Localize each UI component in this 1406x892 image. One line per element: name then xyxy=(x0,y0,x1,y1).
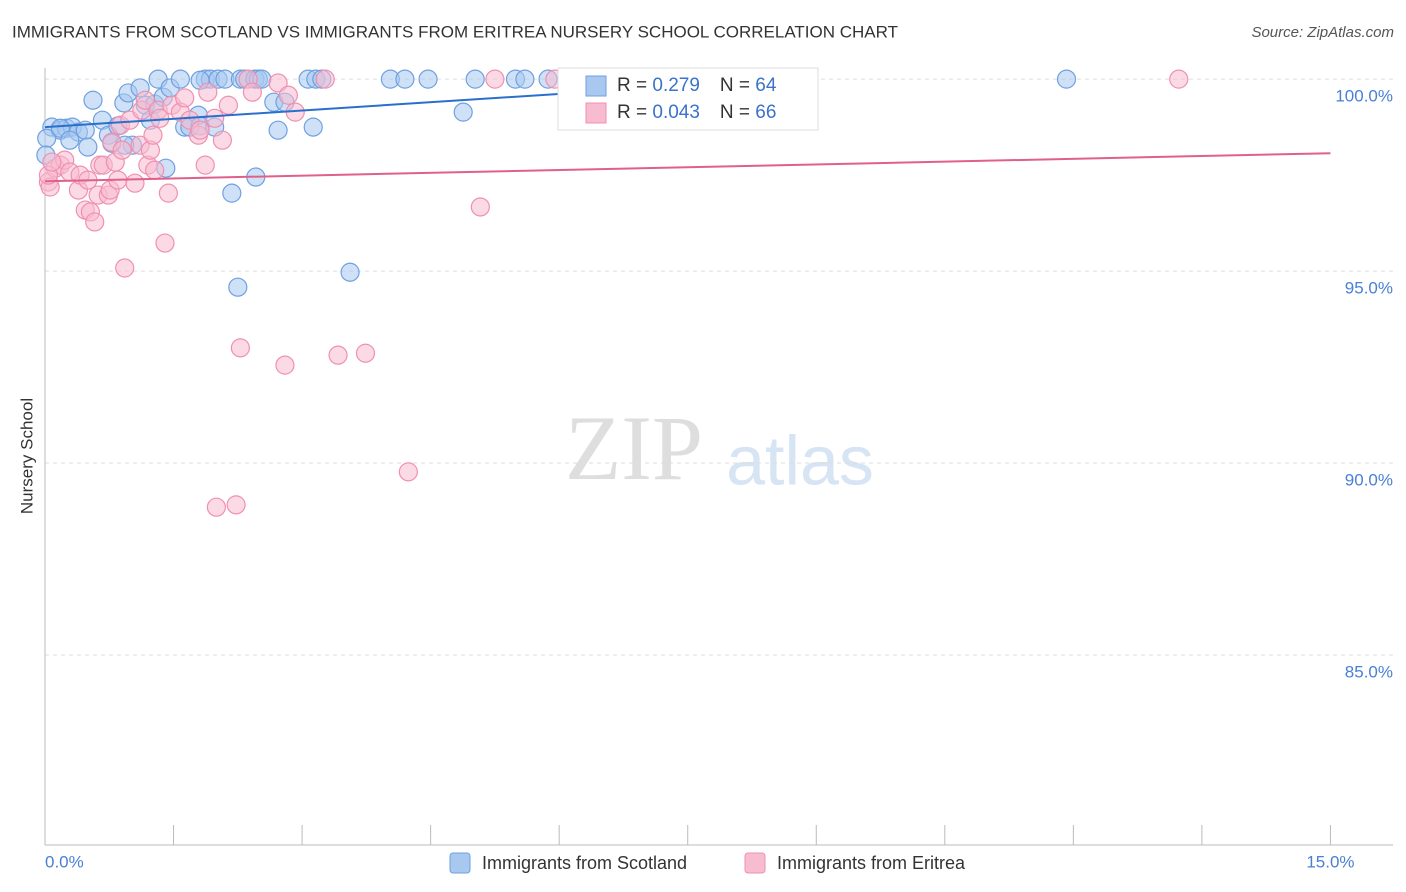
point xyxy=(222,183,242,203)
point xyxy=(340,262,360,282)
point xyxy=(112,140,132,160)
point xyxy=(218,95,238,115)
point xyxy=(205,108,225,128)
point xyxy=(230,338,250,358)
point xyxy=(135,90,155,110)
trend-line xyxy=(44,152,1331,183)
point xyxy=(242,82,262,102)
point xyxy=(1056,69,1077,89)
point xyxy=(228,277,248,297)
point xyxy=(315,69,335,89)
point xyxy=(125,173,145,193)
x-tick-label: 0.0% xyxy=(45,852,84,871)
legend-stats: R = 0.043 N = 66 xyxy=(617,102,776,123)
point xyxy=(275,355,295,375)
n-value: 66 xyxy=(755,102,776,123)
point xyxy=(328,345,348,365)
y-tick-label: 100.0% xyxy=(1335,87,1393,106)
point xyxy=(78,137,98,157)
point xyxy=(465,69,485,89)
r-label: R = xyxy=(617,102,652,123)
point xyxy=(1169,69,1189,89)
point xyxy=(143,125,163,145)
legend-swatch xyxy=(449,852,471,874)
point xyxy=(278,85,298,105)
point xyxy=(355,343,376,363)
point xyxy=(115,258,135,278)
point xyxy=(485,69,505,89)
point xyxy=(470,197,490,217)
n-label: N = xyxy=(720,102,755,123)
legend-label: Immigrants from Eritrea xyxy=(777,853,966,873)
point xyxy=(83,90,103,110)
point xyxy=(398,462,418,482)
point xyxy=(158,183,179,203)
point xyxy=(175,88,195,108)
r-value: 0.279 xyxy=(652,75,700,96)
legend-swatch xyxy=(585,102,607,124)
chart-title: IMMIGRANTS FROM SCOTLAND VS IMMIGRANTS F… xyxy=(12,22,898,41)
r-label: R = xyxy=(617,75,652,96)
point xyxy=(170,69,190,89)
x-tick-label: 15.0% xyxy=(1306,852,1354,871)
point xyxy=(145,160,165,180)
y-tick-label: 85.0% xyxy=(1345,662,1393,681)
legend-swatch xyxy=(744,852,766,874)
watermark: ZIP atlas xyxy=(565,397,874,499)
point xyxy=(395,69,415,89)
point xyxy=(42,152,62,172)
point xyxy=(212,130,232,150)
y-tick-label: 95.0% xyxy=(1345,279,1393,298)
point xyxy=(268,73,288,93)
series-points xyxy=(38,69,1189,517)
point xyxy=(195,155,215,175)
r-value: 0.043 xyxy=(652,102,700,123)
point xyxy=(155,233,175,253)
legend-swatch xyxy=(585,75,607,97)
point xyxy=(303,117,323,137)
point xyxy=(190,120,210,140)
point xyxy=(515,69,535,89)
point xyxy=(60,130,80,150)
point xyxy=(268,120,288,140)
legend-label: Immigrants from Scotland xyxy=(482,853,687,873)
legend-stats: R = 0.279 N = 64 xyxy=(617,75,777,96)
series-points xyxy=(36,69,1077,297)
y-tick-label: 90.0% xyxy=(1345,471,1393,490)
point xyxy=(206,497,226,517)
source: Source: ZipAtlas.com xyxy=(1251,24,1394,41)
watermark-atlas: atlas xyxy=(726,421,874,499)
y-axis-label: Nursery School xyxy=(17,398,36,514)
point xyxy=(418,69,438,89)
point xyxy=(198,82,218,102)
n-label: N = xyxy=(720,75,755,96)
point xyxy=(453,102,473,122)
n-value: 64 xyxy=(755,75,777,96)
point xyxy=(85,212,105,232)
watermark-zip: ZIP xyxy=(565,397,703,499)
point xyxy=(226,495,246,515)
